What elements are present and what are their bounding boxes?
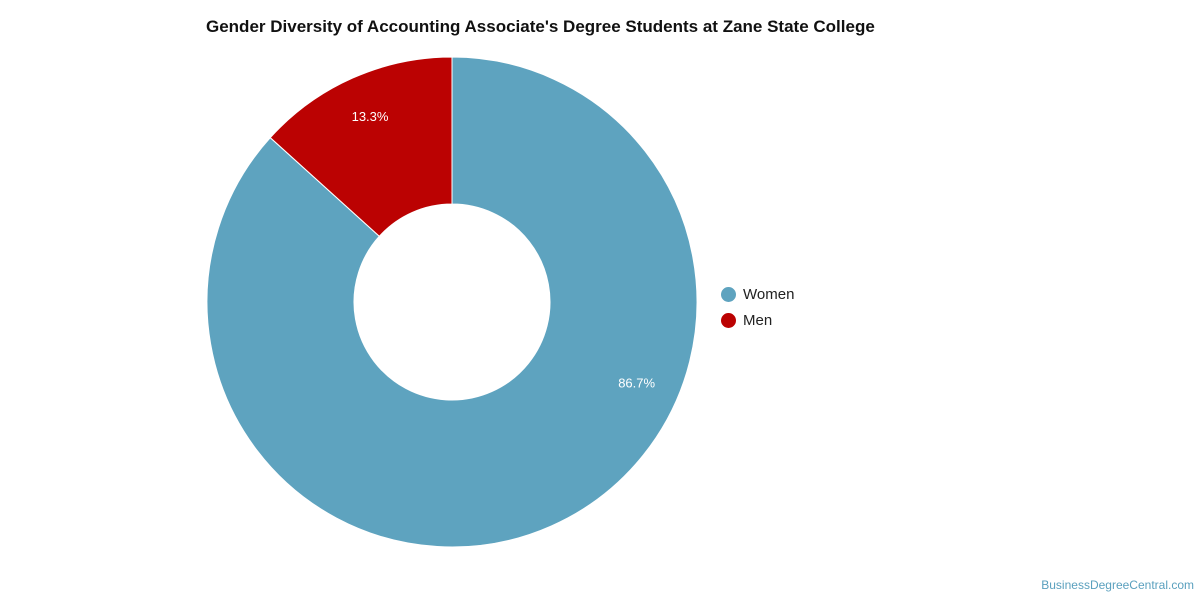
slice-women[interactable] [206, 56, 698, 548]
legend-swatch-women [721, 286, 736, 302]
legend-item-women[interactable]: Women [721, 281, 794, 307]
source-credit[interactable]: BusinessDegreeCentral.com [1041, 578, 1194, 592]
legend-swatch-men [721, 312, 736, 328]
legend-label-men: Men [743, 311, 773, 329]
slice-label-men: 13.3% [352, 109, 389, 124]
slice-label-women: 86.7% [618, 375, 655, 390]
legend-label-women: Women [743, 285, 795, 303]
legend: Women Men [721, 281, 794, 333]
legend-item-men[interactable]: Men [721, 307, 794, 333]
chart-title: Gender Diversity of Accounting Associate… [206, 17, 875, 36]
slice-men[interactable] [269, 56, 453, 237]
